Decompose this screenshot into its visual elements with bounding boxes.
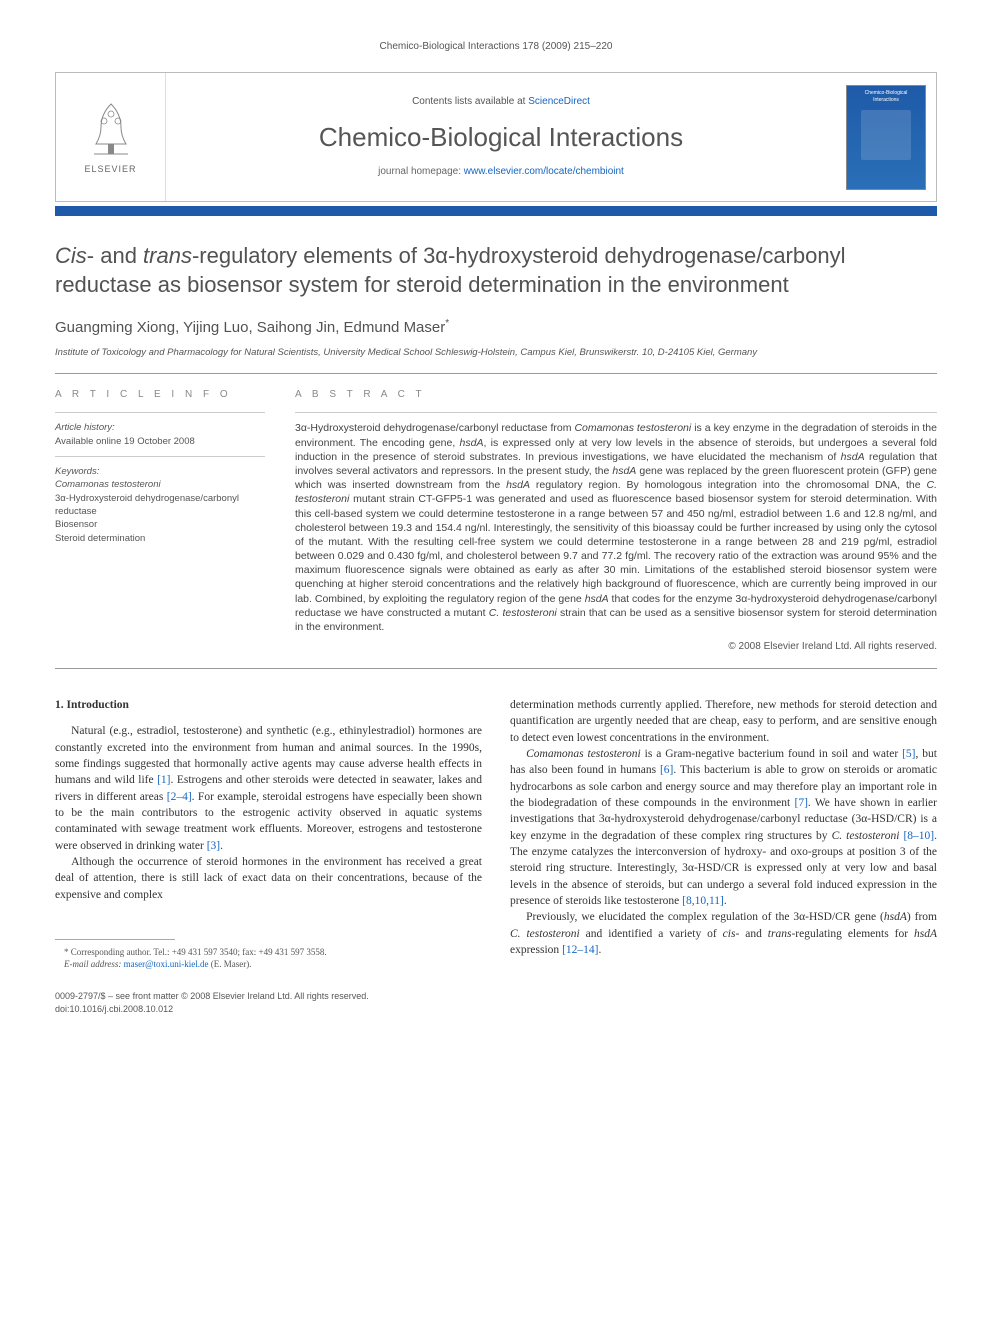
keyword-1: Comamonas testosteroni — [55, 478, 265, 491]
journal-cover-thumbnail: Chemico-Biological Interactions — [846, 85, 926, 190]
contents-available-line: Contents lists available at ScienceDirec… — [412, 95, 590, 109]
journal-masthead: ELSEVIER Contents lists available at Sci… — [55, 72, 937, 202]
abs-d: hsdA — [460, 437, 484, 449]
author-email-link[interactable]: maser@toxi.uni-kiel.de — [124, 959, 209, 969]
introduction-heading: 1. Introduction — [55, 697, 482, 713]
rule-top — [55, 373, 937, 374]
body-p3: determination methods currently applied.… — [510, 697, 937, 746]
body-p4: Comamonas testosteroni is a Gram-negativ… — [510, 746, 937, 909]
p5-a: Previously, we elucidated the complex re… — [526, 911, 884, 923]
ref-link-8-10[interactable]: [8–10] — [903, 830, 934, 842]
article-title: Cis- and trans-regulatory elements of 3α… — [55, 242, 937, 299]
p5-e: and identified a variety of — [580, 928, 723, 940]
abs-n: hsdA — [585, 593, 609, 605]
email-footnote: E-mail address: maser@toxi.uni-kiel.de (… — [55, 958, 482, 970]
ref-link-8-10-11[interactable]: [8,10,11] — [682, 895, 724, 907]
info-rule-2 — [55, 456, 265, 457]
authors-text: Guangming Xiong, Yijing Luo, Saihong Jin… — [55, 319, 445, 336]
publisher-name: ELSEVIER — [84, 163, 136, 176]
body-p1: Natural (e.g., estradiol, testosterone) … — [55, 723, 482, 854]
rule-bottom — [55, 668, 937, 669]
ref-link-2-4[interactable]: [2–4] — [167, 791, 192, 803]
running-header: Chemico-Biological Interactions 178 (200… — [55, 40, 937, 54]
p4-f: C. testosteroni — [832, 830, 900, 842]
keyword-2: 3α-Hydroxysteroid dehydrogenase/carbonyl… — [55, 492, 265, 519]
keywords-label: Keywords: — [55, 465, 265, 478]
p5-i: -regulating elements for — [791, 928, 914, 940]
p5-h: trans — [768, 928, 792, 940]
title-part-cis: Cis — [55, 243, 87, 268]
abstract-copyright: © 2008 Elsevier Ireland Ltd. All rights … — [295, 640, 937, 654]
body-column-left: 1. Introduction Natural (e.g., estradiol… — [55, 697, 482, 970]
p5-k: expression — [510, 944, 562, 956]
abs-k: regulatory region. By homologous integra… — [530, 479, 926, 491]
title-part-2: - and — [87, 243, 143, 268]
p5-f: cis — [723, 928, 736, 940]
ref-link-5[interactable]: [5] — [902, 748, 915, 760]
ref-link-1[interactable]: [1] — [157, 774, 170, 786]
p1-d: . — [220, 840, 223, 852]
p4-b: is a Gram-negative bacterium found in so… — [641, 748, 902, 760]
body-p2: Although the occurrence of steroid hormo… — [55, 854, 482, 903]
abs-j: hsdA — [506, 479, 530, 491]
journal-color-bar — [55, 206, 937, 216]
corresponding-marker: * — [445, 318, 449, 329]
email-label: E-mail address: — [64, 959, 121, 969]
p4-i: . — [724, 895, 727, 907]
issn-copyright-line: 0009-2797/$ – see front matter © 2008 El… — [55, 990, 937, 1003]
cover-thumb-image — [861, 110, 911, 160]
page-footer: 0009-2797/$ – see front matter © 2008 El… — [55, 990, 937, 1015]
p5-b: hsdA — [884, 911, 907, 923]
corresponding-author-footnote: * Corresponding author. Tel.: +49 431 59… — [55, 946, 482, 958]
article-info-heading: A R T I C L E I N F O — [55, 388, 265, 402]
contents-prefix: Contents lists available at — [412, 96, 528, 107]
abstract-column: A B S T R A C T 3α-Hydroxysteroid dehydr… — [295, 388, 937, 654]
abs-b: Comamonas testosteroni — [574, 422, 691, 434]
abs-h: hsdA — [612, 465, 636, 477]
abs-p: C. testosteroni — [489, 607, 557, 619]
body-columns: 1. Introduction Natural (e.g., estradiol… — [55, 697, 937, 970]
keyword-4: Steroid determination — [55, 532, 265, 545]
email-suffix: (E. Maser). — [208, 959, 251, 969]
p5-g: - and — [735, 928, 767, 940]
author-list: Guangming Xiong, Yijing Luo, Saihong Jin… — [55, 317, 937, 338]
p5-j: hsdA — [914, 928, 937, 940]
masthead-center: Contents lists available at ScienceDirec… — [166, 73, 836, 201]
ref-link-12-14[interactable]: [12–14] — [562, 944, 598, 956]
masthead-right: Chemico-Biological Interactions — [836, 73, 936, 201]
keyword-3: Biosensor — [55, 518, 265, 531]
p4-a: Comamonas testosteroni — [526, 748, 641, 760]
article-history-label: Article history: — [55, 421, 265, 434]
abstract-text: 3α-Hydroxysteroid dehydrogenase/carbonyl… — [295, 421, 937, 634]
cover-thumb-title: Chemico-Biological Interactions — [851, 90, 921, 104]
abs-a: 3α-Hydroxysteroid dehydrogenase/carbonyl… — [295, 422, 574, 434]
ref-link-7[interactable]: [7] — [794, 797, 807, 809]
p5-c: ) from — [907, 911, 937, 923]
footnote-separator — [55, 939, 175, 940]
p5-l: . — [598, 944, 601, 956]
journal-name: Chemico-Biological Interactions — [319, 119, 683, 155]
sciencedirect-link[interactable]: ScienceDirect — [528, 96, 590, 107]
p5-d: C. testosteroni — [510, 928, 580, 940]
body-column-right: determination methods currently applied.… — [510, 697, 937, 970]
homepage-line: journal homepage: www.elsevier.com/locat… — [378, 165, 624, 179]
abstract-rule — [295, 412, 937, 413]
article-info-column: A R T I C L E I N F O Article history: A… — [55, 388, 265, 654]
body-p5: Previously, we elucidated the complex re… — [510, 909, 937, 958]
journal-homepage-link[interactable]: www.elsevier.com/locate/chembioint — [464, 166, 624, 177]
abs-f: hsdA — [841, 451, 865, 463]
homepage-prefix: journal homepage: — [378, 166, 464, 177]
abs-m: mutant strain CT-GFP5-1 was generated an… — [295, 493, 937, 604]
abstract-heading: A B S T R A C T — [295, 388, 937, 402]
title-part-trans: trans — [143, 243, 192, 268]
doi-line: doi:10.1016/j.cbi.2008.10.012 — [55, 1003, 937, 1016]
publisher-block: ELSEVIER — [56, 73, 166, 201]
article-history-value: Available online 19 October 2008 — [55, 435, 265, 448]
ref-link-3[interactable]: [3] — [207, 840, 220, 852]
ref-link-6[interactable]: [6] — [660, 764, 673, 776]
elsevier-tree-icon — [86, 99, 136, 159]
info-rule-1 — [55, 412, 265, 413]
affiliation: Institute of Toxicology and Pharmacology… — [55, 346, 937, 359]
